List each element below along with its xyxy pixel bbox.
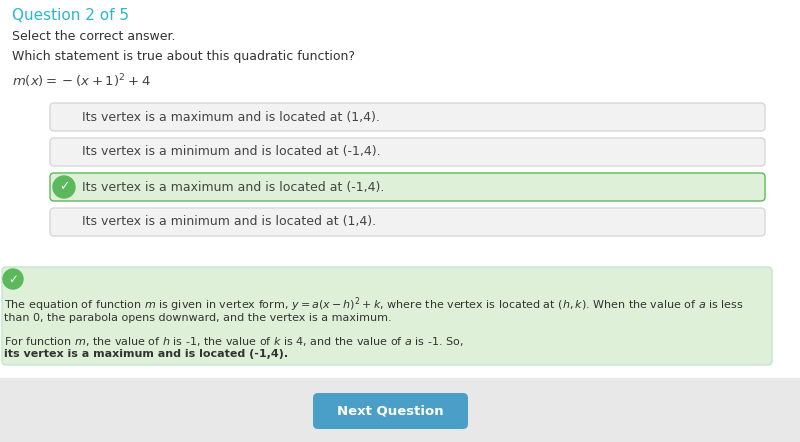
- Text: than 0, the parabola opens downward, and the vertex is a maximum.: than 0, the parabola opens downward, and…: [4, 313, 392, 323]
- FancyBboxPatch shape: [2, 267, 772, 365]
- Text: The equation of function $m$ is given in vertex form, $y = a(x - h)^2 + k$, wher: The equation of function $m$ is given in…: [4, 295, 744, 314]
- Text: Its vertex is a maximum and is located at (1,4).: Its vertex is a maximum and is located a…: [82, 110, 380, 123]
- Text: For function $m$, the value of $h$ is -1, the value of $k$ is 4, and the value o: For function $m$, the value of $h$ is -1…: [4, 335, 465, 348]
- FancyBboxPatch shape: [313, 393, 468, 429]
- Text: its vertex is a maximum and is located (-1,4).: its vertex is a maximum and is located (…: [4, 349, 288, 359]
- FancyBboxPatch shape: [50, 173, 765, 201]
- FancyBboxPatch shape: [50, 208, 765, 236]
- Text: Its vertex is a maximum and is located at (-1,4).: Its vertex is a maximum and is located a…: [82, 180, 384, 194]
- FancyBboxPatch shape: [50, 103, 765, 131]
- Text: Question 2 of 5: Question 2 of 5: [12, 8, 129, 23]
- Circle shape: [53, 176, 75, 198]
- Circle shape: [3, 269, 23, 289]
- Bar: [0, 378, 800, 442]
- Text: ✓: ✓: [58, 180, 70, 194]
- Text: Select the correct answer.: Select the correct answer.: [12, 30, 175, 43]
- Text: Its vertex is a minimum and is located at (-1,4).: Its vertex is a minimum and is located a…: [82, 145, 381, 159]
- Text: $m(x) = -(x + 1)^2 + 4$: $m(x) = -(x + 1)^2 + 4$: [12, 72, 150, 90]
- Text: ✓: ✓: [8, 273, 18, 286]
- Text: Which statement is true about this quadratic function?: Which statement is true about this quadr…: [12, 50, 355, 63]
- Text: Next Question: Next Question: [337, 404, 444, 418]
- FancyBboxPatch shape: [50, 138, 765, 166]
- Text: Its vertex is a minimum and is located at (1,4).: Its vertex is a minimum and is located a…: [82, 216, 376, 229]
